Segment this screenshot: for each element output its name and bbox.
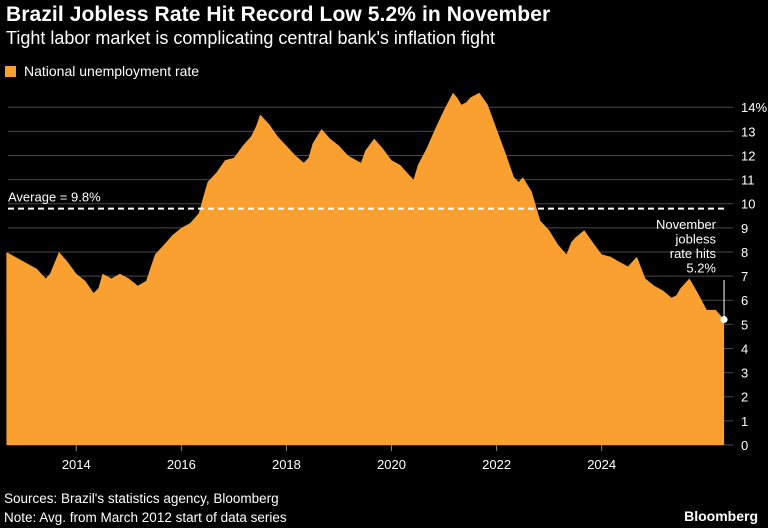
annotation-text: 5.2% xyxy=(686,261,716,276)
y-tick-label: 5 xyxy=(741,317,748,332)
y-tick-label: 14% xyxy=(741,100,767,115)
x-axis-tick-labels: 2014 2016 2018 2020 2022 2024 xyxy=(62,457,616,472)
chart-title: Brazil Jobless Rate Hit Record Low 5.2% … xyxy=(6,3,551,26)
y-tick-label: 8 xyxy=(741,245,748,260)
latest-point-marker xyxy=(720,316,728,324)
x-tick-label: 2022 xyxy=(482,457,511,472)
x-tick-label: 2014 xyxy=(62,457,91,472)
x-tick-label: 2024 xyxy=(587,457,616,472)
y-tick-label: 11 xyxy=(741,173,755,188)
y-tick-label: 1 xyxy=(741,414,748,429)
annotation-text: jobless xyxy=(675,232,717,247)
annotation-text: November xyxy=(656,217,717,232)
y-tick-label: 6 xyxy=(741,293,748,308)
legend-swatch xyxy=(5,65,16,77)
y-tick-label: 10 xyxy=(741,197,755,212)
y-tick-label: 3 xyxy=(741,366,748,381)
y-tick-label: 4 xyxy=(741,341,748,356)
y-tick-label: 0 xyxy=(741,438,748,453)
y-tick-label: 2 xyxy=(741,390,748,405)
legend-label: National unemployment rate xyxy=(24,63,200,79)
x-tick-label: 2020 xyxy=(377,457,406,472)
legend: National unemployment rate xyxy=(5,63,199,79)
bloomberg-logo: Bloomberg xyxy=(684,508,758,524)
x-tick-label: 2016 xyxy=(167,457,196,472)
average-reference-line: Average = 9.8% xyxy=(8,190,725,210)
x-tick-label: 2018 xyxy=(272,457,301,472)
unemployment-area xyxy=(6,92,725,446)
y-tick-label: 7 xyxy=(741,269,748,284)
sources-note: Sources: Brazil's statistics agency, Blo… xyxy=(4,491,279,506)
annotation-text: rate hits xyxy=(670,246,717,261)
chart-subtitle: Tight labor market is complicating centr… xyxy=(6,28,495,48)
y-tick-label: 12 xyxy=(741,148,755,163)
y-tick-label: 13 xyxy=(741,124,755,139)
average-note: Note: Avg. from March 2012 start of data… xyxy=(4,510,287,525)
average-line-label: Average = 9.8% xyxy=(8,190,101,205)
y-tick-label: 9 xyxy=(741,221,748,236)
